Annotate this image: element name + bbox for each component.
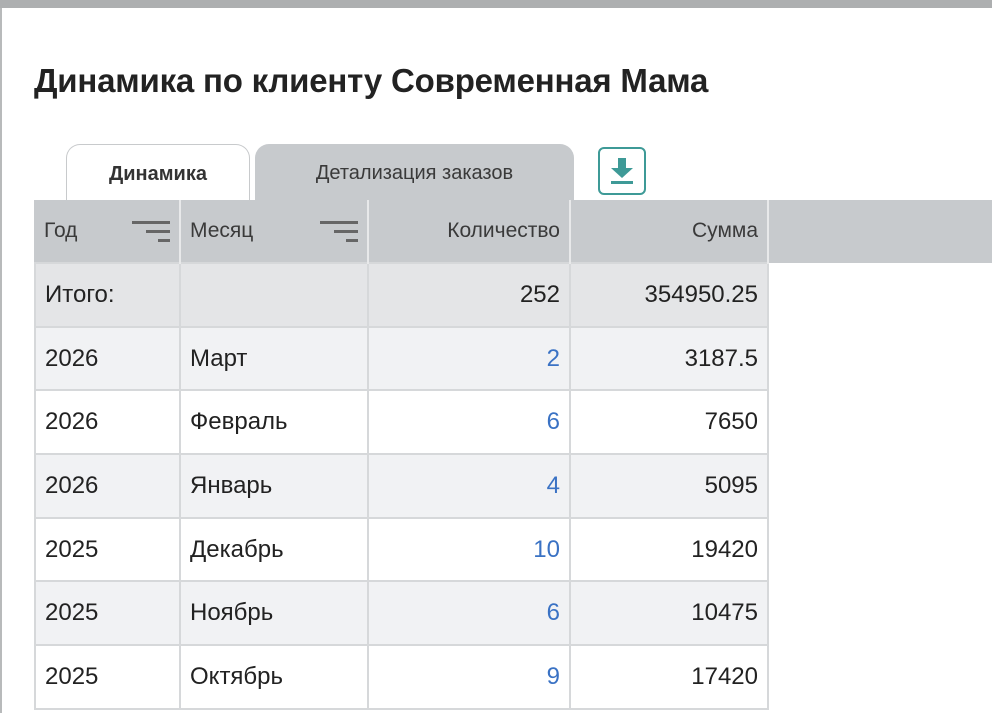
- year-cell: 2025: [34, 580, 181, 647]
- year-cell: 2025: [34, 516, 181, 583]
- total-month: [179, 262, 369, 328]
- sum-cell: 3187.5: [569, 325, 769, 392]
- table-row: 2026 Февраль 6 7650: [34, 389, 769, 456]
- column-header-month[interactable]: Месяц: [179, 200, 369, 263]
- page-title: Динамика по клиенту Современная Мама: [34, 62, 709, 99]
- year-cell: 2026: [34, 389, 181, 456]
- column-header-sum[interactable]: Сумма: [569, 200, 769, 263]
- month-cell: Ноябрь: [179, 580, 369, 647]
- table-row: 2025 Октябрь 9 17420: [34, 644, 769, 710]
- filter-icon[interactable]: [320, 219, 358, 243]
- tab-order-details[interactable]: Детализация заказов: [255, 144, 574, 200]
- table-row: 2025 Ноябрь 6 10475: [34, 580, 769, 647]
- filter-icon[interactable]: [132, 219, 170, 243]
- window-top-bar: [0, 0, 992, 8]
- total-sum: 354950.25: [569, 262, 769, 328]
- total-quantity: 252: [367, 262, 571, 328]
- sum-cell: 17420: [569, 644, 769, 710]
- year-cell: 2026: [34, 453, 181, 519]
- table-header-row: Год Месяц Количество Сумма: [35, 200, 769, 263]
- table-row: 2026 Январь 4 5095: [34, 453, 769, 519]
- quantity-link[interactable]: 4: [367, 453, 571, 519]
- month-cell: Январь: [179, 453, 369, 519]
- month-cell: Декабрь: [179, 516, 369, 583]
- window-left-edge: [0, 8, 2, 713]
- quantity-link[interactable]: 9: [367, 644, 571, 710]
- column-header-label: Год: [44, 219, 78, 242]
- table-row: 2026 Март 2 3187.5: [34, 325, 769, 392]
- month-cell: Октябрь: [179, 644, 369, 710]
- quantity-link[interactable]: 6: [367, 389, 571, 456]
- tab-dynamics[interactable]: Динамика: [66, 144, 250, 200]
- year-cell: 2025: [34, 644, 181, 710]
- column-header-label: Месяц: [190, 219, 254, 242]
- quantity-link[interactable]: 10: [367, 516, 571, 583]
- month-cell: Февраль: [179, 389, 369, 456]
- sum-cell: 10475: [569, 580, 769, 647]
- table-row: 2025 Декабрь 10 19420: [34, 516, 769, 583]
- total-row: Итого: 252 354950.25: [34, 262, 769, 328]
- quantity-link[interactable]: 6: [367, 580, 571, 647]
- download-button[interactable]: [598, 147, 646, 195]
- month-cell: Март: [179, 325, 369, 392]
- column-header-quantity[interactable]: Количество: [367, 200, 571, 263]
- sum-cell: 5095: [569, 453, 769, 519]
- download-icon: [611, 158, 633, 184]
- column-header-year[interactable]: Год: [35, 200, 181, 263]
- orders-table: Год Месяц Количество Сумма Итого: 252 35…: [34, 200, 769, 710]
- quantity-link[interactable]: 2: [367, 325, 571, 392]
- total-label: Итого:: [34, 262, 181, 328]
- sum-cell: 7650: [569, 389, 769, 456]
- sum-cell: 19420: [569, 516, 769, 583]
- year-cell: 2026: [34, 325, 181, 392]
